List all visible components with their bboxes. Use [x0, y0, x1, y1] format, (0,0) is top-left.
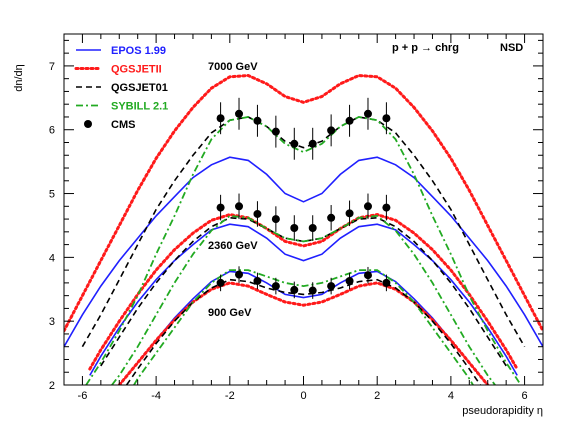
cms-point-7000-gev-6 — [327, 126, 336, 135]
y-tick-label: 4 — [49, 252, 55, 264]
cms-point-7000-gev-3 — [271, 127, 280, 136]
legend: EPOS 1.99 QGSJETII QGSJET01 SYBILL 2.1 CMS — [74, 45, 168, 131]
series-line-qgsjetii-7000-gev — [64, 73, 543, 333]
series-line-epos-1-99-900-gev — [118, 270, 489, 385]
energy-label-7000: 7000 GeV — [208, 61, 258, 73]
cms-point-7000-gev-8 — [363, 109, 372, 118]
y-tick-label: 2 — [49, 380, 55, 392]
cms-point-7000-gev-2 — [253, 116, 262, 125]
legend-label-qgsjetii: QGSJETII — [111, 64, 162, 76]
cms-point-7000-gev-9 — [382, 114, 391, 123]
legend-swatch-cms — [84, 120, 92, 128]
cms-point-2360-gev-6 — [327, 213, 336, 222]
series-line-qgsjet01-900-gev — [125, 278, 482, 385]
x-tick-label: -6 — [78, 390, 88, 402]
series-line-sybill-2-1-7000-gev — [85, 116, 522, 385]
legend-label-sybill-2-1: SYBILL 2.1 — [111, 101, 168, 113]
cms-point-2360-gev-5 — [308, 224, 317, 233]
nsd-label: NSD — [500, 42, 523, 54]
cms-point-900-gev-1 — [235, 270, 244, 279]
x-tick-label: -4 — [151, 390, 161, 402]
y-tick-label: 6 — [49, 125, 55, 137]
series-line-epos-1-99-7000-gev — [64, 156, 543, 348]
cms-point-2360-gev-9 — [382, 203, 391, 212]
series-line-qgsjetii-2360-gev — [88, 213, 519, 371]
cms-point-2360-gev-4 — [290, 224, 299, 233]
x-tick-label: -2 — [225, 390, 235, 402]
series-line-qgsjet01-2360-gev — [100, 216, 507, 367]
y-tick-label: 7 — [49, 61, 55, 73]
cms-point-2360-gev-0 — [216, 203, 225, 212]
series-line-sybill-2-1-2360-gev — [111, 214, 496, 385]
y-tick-label: 3 — [49, 316, 55, 328]
plot-series-layer — [64, 73, 543, 385]
x-tick-label: 4 — [448, 390, 454, 402]
cms-points-layer — [216, 97, 391, 299]
cms-point-7000-gev-5 — [308, 139, 317, 148]
legend-label-epos-1-99: EPOS 1.99 — [111, 45, 166, 57]
cms-point-7000-gev-0 — [216, 114, 225, 123]
cms-point-7000-gev-1 — [235, 109, 244, 118]
cms-point-2360-gev-3 — [271, 215, 280, 224]
cms-point-7000-gev-4 — [290, 139, 299, 148]
y-axis-title: dn/dη — [13, 64, 25, 92]
cms-point-900-gev-0 — [216, 278, 225, 287]
cms-point-7000-gev-7 — [345, 116, 354, 125]
legend-label-cms: CMS — [111, 119, 135, 131]
x-tick-label: 2 — [374, 390, 380, 402]
axes-layer: -6 -4 -2 0 2 4 6 2 3 4 5 6 7 — [49, 33, 544, 402]
legend-label-qgsjet01: QGSJET01 — [111, 82, 168, 94]
cms-point-2360-gev-7 — [345, 209, 354, 218]
cms-point-900-gev-7 — [345, 276, 354, 285]
cms-point-900-gev-8 — [363, 271, 372, 280]
cms-point-900-gev-6 — [327, 282, 336, 291]
y-tick-label: 5 — [49, 189, 55, 201]
cms-point-900-gev-2 — [253, 276, 262, 285]
cms-point-900-gev-3 — [271, 282, 280, 291]
cms-point-900-gev-5 — [308, 286, 317, 295]
cms-point-900-gev-4 — [290, 285, 299, 294]
cms-point-2360-gev-2 — [253, 209, 262, 218]
cms-point-900-gev-9 — [382, 278, 391, 287]
reaction-label: p + p → chrg — [392, 42, 459, 54]
cms-point-2360-gev-8 — [363, 202, 372, 211]
series-line-qgsjet01-7000-gev — [81, 116, 526, 348]
x-tick-label: 6 — [522, 390, 528, 402]
cms-point-2360-gev-1 — [235, 202, 244, 211]
energy-label-2360: 2360 GeV — [208, 240, 258, 252]
energy-label-900: 900 GeV — [208, 307, 252, 319]
series-line-epos-1-99-2360-gev — [89, 223, 518, 376]
x-tick-label: 0 — [300, 390, 306, 402]
series-line-sybill-2-1-900-gev — [133, 269, 474, 385]
x-axis-title: pseudorapidity η — [462, 405, 543, 417]
